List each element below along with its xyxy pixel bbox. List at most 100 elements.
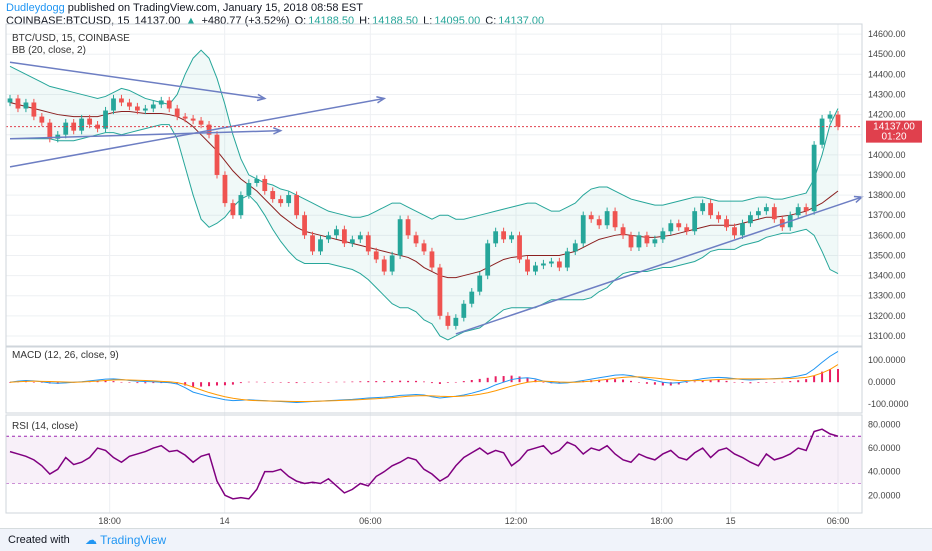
macd-histogram-bar bbox=[327, 381, 330, 383]
candle-body bbox=[429, 251, 435, 268]
macd-histogram-bar bbox=[598, 379, 601, 383]
macd-histogram-bar bbox=[319, 382, 322, 383]
candle-body bbox=[286, 195, 292, 204]
macd-histogram-bar bbox=[399, 380, 402, 383]
macd-histogram-bar bbox=[717, 380, 720, 383]
candle-body bbox=[326, 235, 331, 240]
price-tick-label: 14300.00 bbox=[868, 89, 906, 99]
candle-body bbox=[700, 203, 706, 212]
time-tick-label: 06:00 bbox=[827, 516, 850, 526]
chart-svg[interactable]: 13100.00 13200.00 13300.00 13400.00 13500.00… bbox=[0, 0, 932, 528]
candle-body bbox=[740, 223, 745, 236]
time-tick-label: 15 bbox=[726, 516, 736, 526]
candle-body bbox=[23, 102, 29, 109]
macd-histogram-bar bbox=[821, 371, 824, 383]
candle-body bbox=[278, 199, 284, 204]
trendline bbox=[9, 129, 281, 140]
macd-histogram-bar bbox=[446, 382, 449, 383]
author-link[interactable]: Dudleydogg bbox=[6, 2, 65, 14]
macd-histogram-bar bbox=[622, 379, 625, 383]
candle-body bbox=[588, 215, 594, 220]
candle-body bbox=[190, 118, 196, 121]
candle-body bbox=[310, 235, 315, 252]
macd-histogram-bar bbox=[311, 382, 314, 383]
candle-body bbox=[445, 315, 451, 326]
candle-body bbox=[182, 116, 188, 119]
bb-fill bbox=[10, 50, 838, 340]
candle-body bbox=[318, 239, 323, 252]
candle-body bbox=[142, 108, 148, 111]
candle-body bbox=[254, 178, 260, 183]
candle-body bbox=[150, 104, 156, 109]
macd-histogram-bar bbox=[152, 382, 155, 384]
macd-histogram-bar bbox=[685, 382, 688, 383]
rsi-tick-label: 60.0000 bbox=[868, 443, 901, 453]
macd-histogram-bar bbox=[733, 381, 736, 383]
candle-body bbox=[716, 215, 721, 220]
macd-histogram-bar bbox=[375, 381, 378, 383]
candle-body bbox=[230, 203, 236, 216]
candle-body bbox=[134, 106, 140, 111]
macd-histogram-bar bbox=[223, 382, 226, 386]
macd-histogram-bar bbox=[295, 382, 298, 384]
price-tick-label: 14600.00 bbox=[868, 29, 906, 39]
price-tick-label: 13900.00 bbox=[868, 170, 906, 180]
macd-histogram-bar bbox=[797, 380, 800, 383]
macd-histogram-bar bbox=[701, 380, 704, 383]
macd-histogram-bar bbox=[486, 377, 489, 383]
macd-histogram-bar bbox=[502, 376, 505, 383]
macd-histogram-bar bbox=[239, 382, 242, 384]
macd-histogram-bar bbox=[526, 377, 529, 383]
candle-body bbox=[517, 235, 522, 260]
macd-histogram-bar bbox=[693, 381, 696, 383]
macd-histogram-bar bbox=[478, 378, 481, 383]
macd-histogram-bar bbox=[263, 381, 266, 383]
macd-histogram-bar bbox=[773, 381, 776, 383]
macd-histogram-bar bbox=[407, 380, 410, 383]
time-tick-label: 18:00 bbox=[650, 516, 673, 526]
candle-body bbox=[302, 215, 307, 236]
price-tick-label: 14400.00 bbox=[868, 69, 906, 79]
bb-upper-line bbox=[9, 49, 839, 220]
macd-histogram-bar bbox=[415, 380, 418, 383]
candle-body bbox=[636, 235, 642, 248]
candle-body bbox=[262, 178, 268, 192]
price-tag-timer: 01:20 bbox=[881, 132, 906, 143]
open-label: O: bbox=[294, 15, 307, 27]
candle-body bbox=[525, 259, 530, 272]
macd-histogram-bar bbox=[749, 382, 752, 384]
macd-histogram-bar bbox=[765, 382, 768, 383]
candle-body bbox=[349, 239, 355, 244]
macd-histogram-bar bbox=[661, 382, 664, 386]
candle-body bbox=[334, 229, 339, 236]
trendline-arrow bbox=[376, 95, 387, 104]
macd-histogram-bar bbox=[614, 379, 617, 383]
candle-body bbox=[572, 243, 578, 252]
macd-histogram-bar bbox=[677, 382, 680, 385]
trendline bbox=[9, 97, 385, 168]
candle-body bbox=[485, 243, 491, 276]
candle-body bbox=[405, 219, 411, 236]
candle-body bbox=[421, 243, 427, 252]
macd-histogram-bar bbox=[653, 382, 656, 385]
bb-basis-line bbox=[9, 102, 839, 279]
trendline bbox=[9, 61, 265, 100]
macd-histogram-bar bbox=[781, 381, 784, 383]
pane-border bbox=[5, 346, 863, 414]
time-tick-label: 18:00 bbox=[98, 516, 121, 526]
macd-histogram-bar bbox=[120, 381, 123, 383]
bb-lower-line bbox=[10, 124, 839, 341]
candle-body bbox=[509, 235, 514, 240]
price-tick-label: 13500.00 bbox=[868, 250, 906, 260]
tradingview-logo[interactable]: ☁ TradingView bbox=[85, 533, 166, 547]
candle-body bbox=[668, 223, 674, 232]
footer: Created with ☁ TradingView bbox=[0, 528, 932, 551]
rsi-tick-label: 20.0000 bbox=[868, 490, 901, 500]
macd-histogram-bar bbox=[335, 381, 338, 383]
candle-body bbox=[612, 211, 618, 228]
candle-body bbox=[71, 122, 77, 131]
candle-body bbox=[795, 207, 801, 216]
macd-histogram-bar bbox=[645, 382, 648, 384]
candle-body bbox=[755, 211, 761, 216]
